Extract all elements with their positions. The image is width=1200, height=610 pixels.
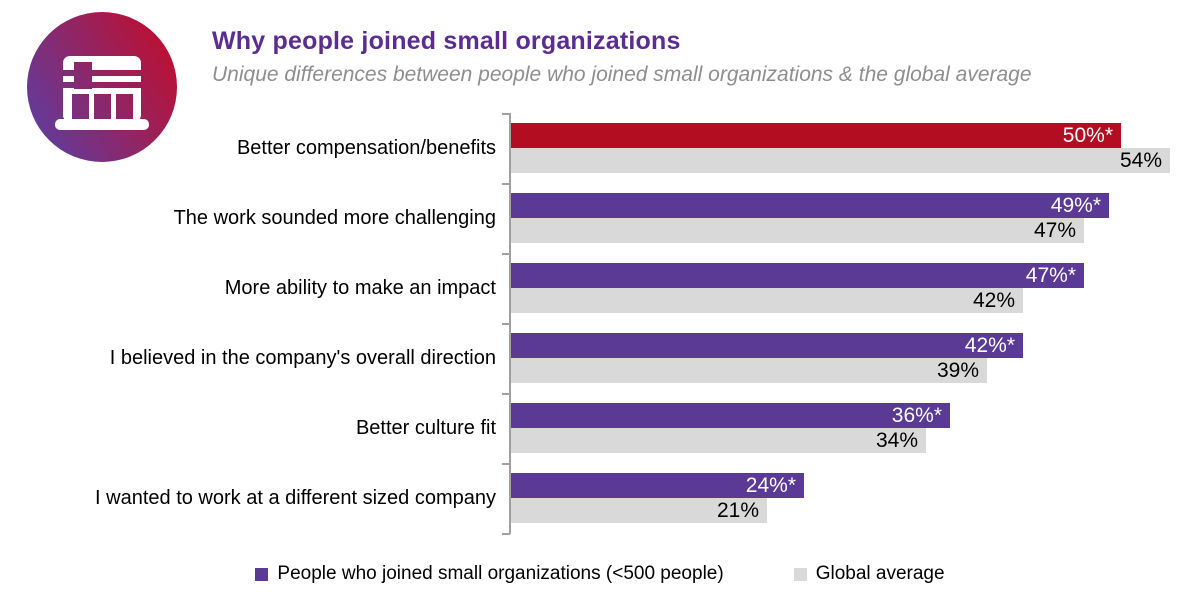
bar-global-average: 42% (511, 288, 1023, 313)
chart-legend: People who joined small organizations (<… (0, 563, 1200, 585)
bar-global-average: 21% (511, 498, 767, 523)
bar-small-org: 49%* (511, 193, 1109, 218)
category-label: Better culture fit (355, 417, 496, 439)
legend-swatch-icon (255, 567, 269, 581)
data-label: 39% (936, 359, 979, 382)
storefront-icon (27, 12, 177, 162)
bar-small-org: 50%* (511, 123, 1121, 148)
axis-tick (502, 253, 510, 255)
bar-global-average: 54% (511, 148, 1170, 173)
category-label: The work sounded more challenging (173, 207, 496, 229)
axis-tick (502, 183, 510, 185)
axis-tick (502, 463, 510, 465)
data-label: 36%* (891, 404, 942, 427)
chart-subtitle: Unique differences between people who jo… (212, 63, 1032, 86)
data-label: 54% (1119, 149, 1162, 172)
chart-title: Why people joined small organizations (212, 27, 681, 55)
legend-label: Global average (815, 563, 945, 584)
category-label: I wanted to work at a different sized co… (95, 487, 496, 509)
bar-small-org: 36%* (511, 403, 950, 428)
bar-global-average: 47% (511, 218, 1084, 243)
data-label: 50%* (1062, 124, 1113, 147)
bar-small-org: 24%* (511, 473, 804, 498)
storefront-icon-svg (27, 12, 177, 162)
data-label: 24%* (745, 474, 796, 497)
legend-item-small-org: People who joined small organizations (<… (255, 563, 724, 585)
data-label: 47%* (1025, 264, 1076, 287)
category-label: Better compensation/benefits (236, 137, 496, 159)
data-label: 47% (1033, 219, 1076, 242)
chart-header: Why people joined small organizations Un… (212, 27, 1032, 87)
legend-label: People who joined small organizations (<… (277, 563, 724, 584)
data-label: 34% (875, 429, 918, 452)
data-label: 49%* (1050, 194, 1101, 217)
category-label: I believed in the company's overall dire… (109, 347, 496, 369)
data-label: 21% (716, 499, 759, 522)
bar-small-org: 47%* (511, 263, 1084, 288)
legend-swatch-icon (793, 567, 807, 581)
legend-item-global-average: Global average (793, 563, 945, 585)
axis-tick (502, 533, 510, 535)
data-label: 42% (972, 289, 1015, 312)
axis-tick (502, 323, 510, 325)
category-label: More ability to make an impact (224, 277, 496, 299)
data-label: 42%* (964, 334, 1015, 357)
bar-global-average: 34% (511, 428, 926, 453)
axis-tick (502, 393, 510, 395)
axis-tick (502, 113, 510, 115)
bar-global-average: 39% (511, 358, 987, 383)
bar-small-org: 42%* (511, 333, 1023, 358)
y-axis-line (509, 113, 511, 534)
